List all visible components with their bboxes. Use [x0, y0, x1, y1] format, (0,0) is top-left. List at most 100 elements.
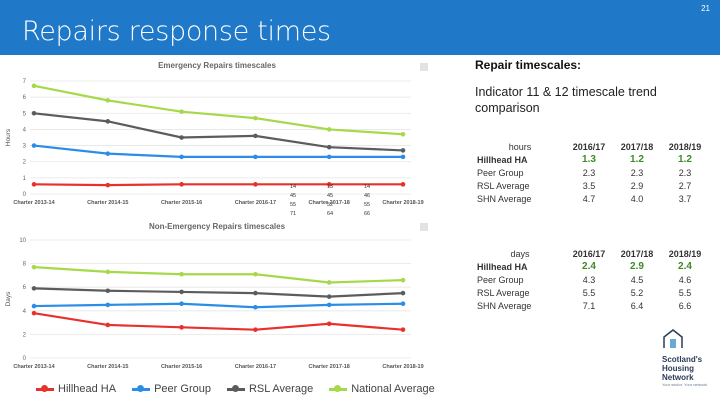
y-tick-label: 0: [23, 192, 27, 198]
header-bar: 21 Repairs response times: [0, 0, 720, 55]
data-point: [179, 301, 184, 307]
data-point: [326, 302, 332, 308]
panel-subheading: Indicator 11 & 12 timescale trend compar…: [475, 85, 657, 115]
page-title: Repairs response times: [22, 16, 331, 47]
data-point: [400, 301, 406, 307]
chart-menu-icon[interactable]: [420, 63, 428, 71]
column-header: 2018/19: [668, 141, 702, 152]
column-header: 2017/18: [620, 141, 654, 152]
table-row: SHN Average 4.7 4.0 3.7: [477, 192, 711, 205]
data-point: [253, 182, 258, 187]
legend-marker-icon: [329, 384, 348, 392]
row-label: RSL Average: [477, 180, 530, 191]
table-row: SHN Average 7.1 6.4 6.6: [477, 299, 711, 312]
chart-menu-icon[interactable]: [420, 223, 428, 231]
data-point: [326, 280, 332, 285]
table-cell: 2.9: [630, 180, 644, 191]
x-tick-label: Charter 2014-15: [87, 200, 128, 206]
data-point: [326, 127, 332, 132]
logo-line: Network: [662, 373, 694, 382]
table-cell: 2.3: [678, 167, 692, 178]
table-row: RSL Average 5.5 5.2 5.5: [477, 286, 711, 299]
x-tick-label: Charter 2015-16: [161, 364, 202, 370]
y-tick-label: 0: [23, 356, 27, 362]
x-tick-label: Charter 2016-17: [235, 364, 276, 370]
emergency-repairs-chart: Emergency Repairs timescalesHours0123456…: [5, 61, 424, 206]
data-point: [31, 143, 37, 148]
data-point: [31, 303, 37, 309]
y-tick-label: 3: [23, 144, 27, 150]
column-header: 2016/17: [572, 141, 606, 152]
legend-marker-icon: [132, 384, 151, 392]
table-cell: 3.7: [678, 193, 692, 204]
data-point: [31, 264, 37, 270]
y-tick-label: 5: [23, 111, 27, 117]
logo-line: Housing: [662, 364, 694, 373]
data-point: [326, 154, 332, 160]
mini-table-cell: 55: [364, 202, 371, 208]
x-tick-label: Charter 2018-19: [382, 364, 423, 370]
legend-label: RSL Average: [248, 383, 314, 395]
data-point: [253, 133, 258, 139]
mini-table-cell: 45: [327, 193, 334, 199]
table-cell: 4.0: [630, 193, 644, 204]
table-cell: 7.1: [582, 300, 596, 311]
table-cell: 4.5: [630, 274, 644, 285]
y-tick-label: 2: [23, 160, 27, 166]
x-tick-label: Charter 2013-14: [13, 364, 55, 370]
series-line: [33, 84, 404, 136]
data-point: [326, 182, 332, 187]
table-cell: 3.5: [582, 180, 596, 191]
row-label: Hillhead HA: [477, 154, 528, 165]
data-point: [326, 144, 332, 150]
legend-marker-icon: [226, 384, 245, 392]
mini-table-cell: 52: [327, 202, 334, 208]
data-point: [400, 277, 406, 283]
shn-logo: Scotland's Housing Network Your sector. …: [662, 328, 716, 387]
table-cell: 2.4: [678, 261, 692, 272]
table-unit-label: hours: [508, 141, 532, 152]
table-cell: 2.4: [582, 261, 596, 272]
data-point: [179, 182, 184, 187]
table-cell: 2.9: [630, 261, 644, 272]
x-tick-label: Charter 2017-18: [309, 200, 350, 206]
legend-item-peer[interactable]: Peer Group: [132, 383, 211, 395]
data-point: [105, 302, 111, 308]
table-row: Peer Group 4.3 4.5 4.6: [477, 273, 711, 286]
data-point: [253, 154, 258, 160]
data-point: [31, 310, 37, 316]
table-cell: 6.6: [678, 300, 692, 311]
series-line: [33, 144, 403, 158]
y-tick-label: 6: [23, 285, 27, 291]
table-cell: 4.7: [582, 193, 596, 204]
table-row: Peer Group 2.3 2.3 2.3: [477, 166, 711, 179]
mini-table-cell: 45: [290, 193, 297, 199]
legend-item-rsl[interactable]: RSL Average: [226, 383, 314, 395]
legend-label: Hillhead HA: [58, 383, 117, 395]
y-axis-title: Hours: [5, 128, 12, 146]
table-cell: 2.3: [630, 167, 644, 178]
mini-table-row: 71 64 66: [290, 211, 401, 220]
mini-table-cell: 55: [290, 202, 297, 208]
data-point: [400, 131, 406, 137]
row-label: Peer Group: [477, 274, 524, 285]
table-row: Hillhead HA 1.3 1.2 1.2: [477, 153, 711, 166]
x-tick-label: Charter 2013-14: [13, 200, 55, 206]
chart-title: Non-Emergency Repairs timescales: [149, 222, 286, 231]
legend-item-hillhead[interactable]: Hillhead HA: [36, 383, 116, 395]
data-point: [31, 110, 37, 116]
legend-item-national[interactable]: National Average: [329, 383, 435, 395]
mini-table-row: 14 13 14: [290, 184, 401, 193]
mini-table-row: 55 52 55: [290, 202, 401, 211]
row-label: Hillhead HA: [477, 261, 528, 272]
table-row: Hillhead HA 2.4 2.9 2.4: [477, 260, 711, 273]
series-line: [33, 302, 404, 309]
data-point: [31, 182, 37, 187]
series-line: [33, 183, 403, 187]
x-tick-label: Charter 2018-19: [382, 200, 423, 206]
row-label: SHN Average: [477, 193, 532, 204]
mini-table-cell: 71: [290, 211, 297, 217]
data-point: [179, 135, 184, 140]
legend-label: Peer Group: [154, 383, 211, 395]
mini-table-cell: 46: [364, 193, 371, 199]
